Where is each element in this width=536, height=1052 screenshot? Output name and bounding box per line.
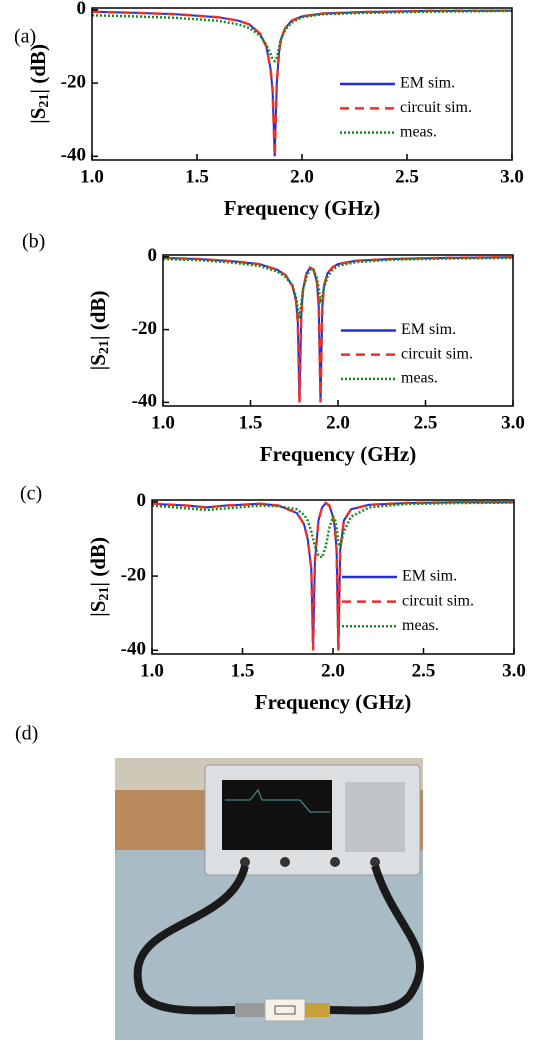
- y-axis-label: |S21| (dB): [26, 44, 52, 124]
- y-axis-label-part: |S: [86, 601, 110, 617]
- x-tick-label: 2.5: [414, 412, 438, 433]
- y-axis-label-part: | (dB): [86, 291, 110, 341]
- series-line: [162, 255, 514, 403]
- x-axis-label: Frequency (GHz): [260, 442, 417, 466]
- x-tick-label: 1.0: [140, 660, 164, 681]
- series-line: [162, 256, 514, 403]
- legend-label: EM sim.: [400, 75, 455, 92]
- plot-frame: [162, 254, 514, 407]
- x-tick-label: 1.0: [151, 412, 175, 433]
- y-axis-label-part: | (dB): [86, 537, 110, 587]
- x-tick-label: 1.5: [231, 660, 255, 681]
- x-tick-label: 3.0: [501, 412, 525, 433]
- series-line: [91, 9, 513, 157]
- x-tick-label: 2.5: [412, 660, 436, 681]
- x-tick-label: 1.5: [185, 166, 209, 187]
- y-tick-label: -40: [121, 639, 146, 660]
- x-tick-label: 1.5: [239, 412, 263, 433]
- legend-label: circuit sim.: [402, 592, 474, 609]
- x-tick-label: 2.0: [321, 660, 345, 681]
- y-axis-label-part: |S: [86, 354, 110, 370]
- y-tick-label: 0: [77, 0, 87, 19]
- y-tick-label: -20: [121, 564, 146, 585]
- series-line: [151, 500, 514, 651]
- y-axis-label-part: 21: [97, 587, 112, 601]
- legend-label: circuit sim.: [401, 345, 473, 362]
- x-axis-label: Frequency (GHz): [224, 196, 381, 220]
- y-tick-label: -40: [132, 391, 157, 412]
- x-tick-label: 3.0: [500, 166, 524, 187]
- legend-label: EM sim.: [402, 568, 457, 585]
- y-axis-label-part: 21: [97, 340, 112, 354]
- legend-label: EM sim.: [401, 321, 456, 338]
- y-axis-label: |S21| (dB): [86, 291, 112, 371]
- photo: [115, 758, 424, 1040]
- y-axis-label-part: |S: [26, 108, 50, 124]
- y-tick-label: -20: [61, 71, 86, 92]
- legend-label: meas.: [400, 123, 437, 140]
- legend-label: meas.: [402, 617, 439, 634]
- y-tick-label: 0: [137, 490, 147, 511]
- x-tick-label: 3.0: [502, 660, 526, 681]
- panel-label: (a): [14, 26, 36, 48]
- panel-label: (c): [20, 483, 42, 505]
- y-axis-label: |S21| (dB): [86, 537, 112, 617]
- y-tick-label: -20: [132, 318, 157, 339]
- panel-label: (d): [15, 723, 38, 745]
- legend-label: circuit sim.: [400, 99, 472, 116]
- panel-label: (b): [22, 231, 45, 253]
- y-axis-label-part: 21: [37, 94, 52, 108]
- y-axis-label-part: | (dB): [26, 44, 50, 94]
- x-tick-label: 2.0: [290, 166, 314, 187]
- x-axis-label: Frequency (GHz): [255, 690, 412, 714]
- series-line: [151, 501, 515, 560]
- legend-label: meas.: [401, 369, 438, 386]
- x-tick-label: 2.5: [395, 166, 419, 187]
- series-line: [91, 9, 513, 64]
- x-tick-label: 2.0: [326, 412, 350, 433]
- y-tick-label: 0: [148, 245, 158, 266]
- series-line: [151, 501, 514, 651]
- y-tick-label: -40: [61, 145, 86, 166]
- series-line: [162, 256, 514, 319]
- x-tick-label: 1.0: [80, 166, 104, 187]
